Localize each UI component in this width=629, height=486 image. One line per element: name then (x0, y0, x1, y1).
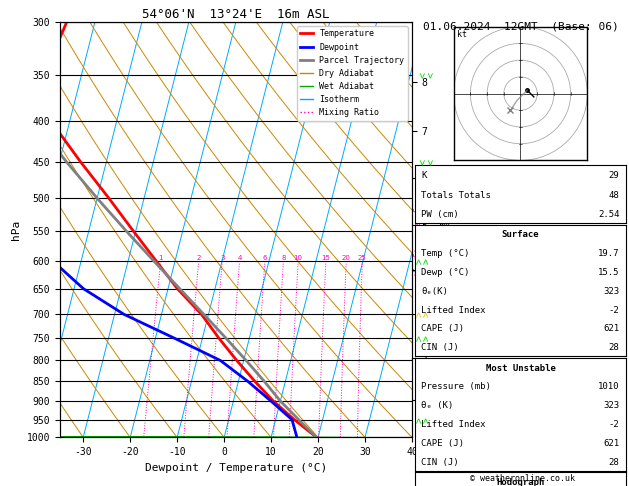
Text: Pressure (mb): Pressure (mb) (421, 382, 491, 391)
Text: CIN (J): CIN (J) (421, 343, 459, 352)
Text: >: > (415, 72, 425, 78)
Title: 54°06'N  13°24'E  16m ASL: 54°06'N 13°24'E 16m ASL (142, 8, 330, 21)
Text: >: > (415, 258, 425, 264)
Text: 323: 323 (603, 287, 620, 296)
Text: >: > (415, 417, 425, 423)
Text: Lifted Index: Lifted Index (421, 420, 486, 429)
Text: -2: -2 (609, 420, 620, 429)
Y-axis label: km
ASL: km ASL (435, 219, 453, 241)
Text: >: > (423, 159, 433, 165)
Text: 2: 2 (196, 255, 201, 261)
Text: 621: 621 (603, 439, 620, 448)
Text: 19.7: 19.7 (598, 249, 620, 258)
Text: © weatheronline.co.uk: © weatheronline.co.uk (470, 474, 574, 483)
Text: Hodograph: Hodograph (496, 478, 545, 486)
Text: >: > (415, 335, 425, 341)
Text: 01.06.2024  12GMT  (Base: 06): 01.06.2024 12GMT (Base: 06) (423, 22, 618, 32)
Text: 10: 10 (294, 255, 303, 261)
Text: 15: 15 (321, 255, 330, 261)
Text: Dewp (°C): Dewp (°C) (421, 268, 470, 277)
Text: Totals Totals: Totals Totals (421, 191, 491, 200)
Text: >: > (415, 312, 425, 317)
Text: 323: 323 (603, 401, 620, 410)
Text: K: K (421, 172, 427, 180)
Y-axis label: hPa: hPa (11, 220, 21, 240)
Text: 3: 3 (220, 255, 225, 261)
Text: CAPE (J): CAPE (J) (421, 325, 464, 333)
Legend: Temperature, Dewpoint, Parcel Trajectory, Dry Adiabat, Wet Adiabat, Isotherm, Mi: Temperature, Dewpoint, Parcel Trajectory… (297, 26, 408, 121)
Text: Temp (°C): Temp (°C) (421, 249, 470, 258)
Text: 25: 25 (358, 255, 367, 261)
Text: >: > (423, 258, 433, 264)
Text: 2.54: 2.54 (598, 210, 620, 219)
Text: 15.5: 15.5 (598, 268, 620, 277)
Text: >: > (423, 417, 433, 423)
Text: >: > (423, 335, 433, 341)
Text: θₑ (K): θₑ (K) (421, 401, 454, 410)
X-axis label: Dewpoint / Temperature (°C): Dewpoint / Temperature (°C) (145, 463, 327, 473)
Text: 8: 8 (281, 255, 286, 261)
Text: >: > (415, 159, 425, 165)
Text: 621: 621 (603, 325, 620, 333)
Text: >: > (423, 72, 433, 78)
Text: θₑ(K): θₑ(K) (421, 287, 448, 296)
Text: Most Unstable: Most Unstable (486, 364, 555, 373)
Text: 1010: 1010 (598, 382, 620, 391)
Text: CIN (J): CIN (J) (421, 458, 459, 467)
Text: kt: kt (457, 30, 467, 39)
Text: 20: 20 (342, 255, 350, 261)
Text: PW (cm): PW (cm) (421, 210, 459, 219)
Text: CAPE (J): CAPE (J) (421, 439, 464, 448)
Text: LCL: LCL (416, 417, 433, 427)
Text: 48: 48 (609, 191, 620, 200)
Text: Lifted Index: Lifted Index (421, 306, 486, 314)
Text: 28: 28 (609, 343, 620, 352)
Text: >: > (423, 312, 433, 317)
Text: 1: 1 (159, 255, 163, 261)
Text: Mixing Ratio (g/kg): Mixing Ratio (g/kg) (412, 182, 421, 277)
Text: 4: 4 (237, 255, 242, 261)
Text: 6: 6 (262, 255, 267, 261)
Text: 29: 29 (609, 172, 620, 180)
Text: 28: 28 (609, 458, 620, 467)
Text: -2: -2 (609, 306, 620, 314)
Text: Surface: Surface (502, 230, 539, 240)
